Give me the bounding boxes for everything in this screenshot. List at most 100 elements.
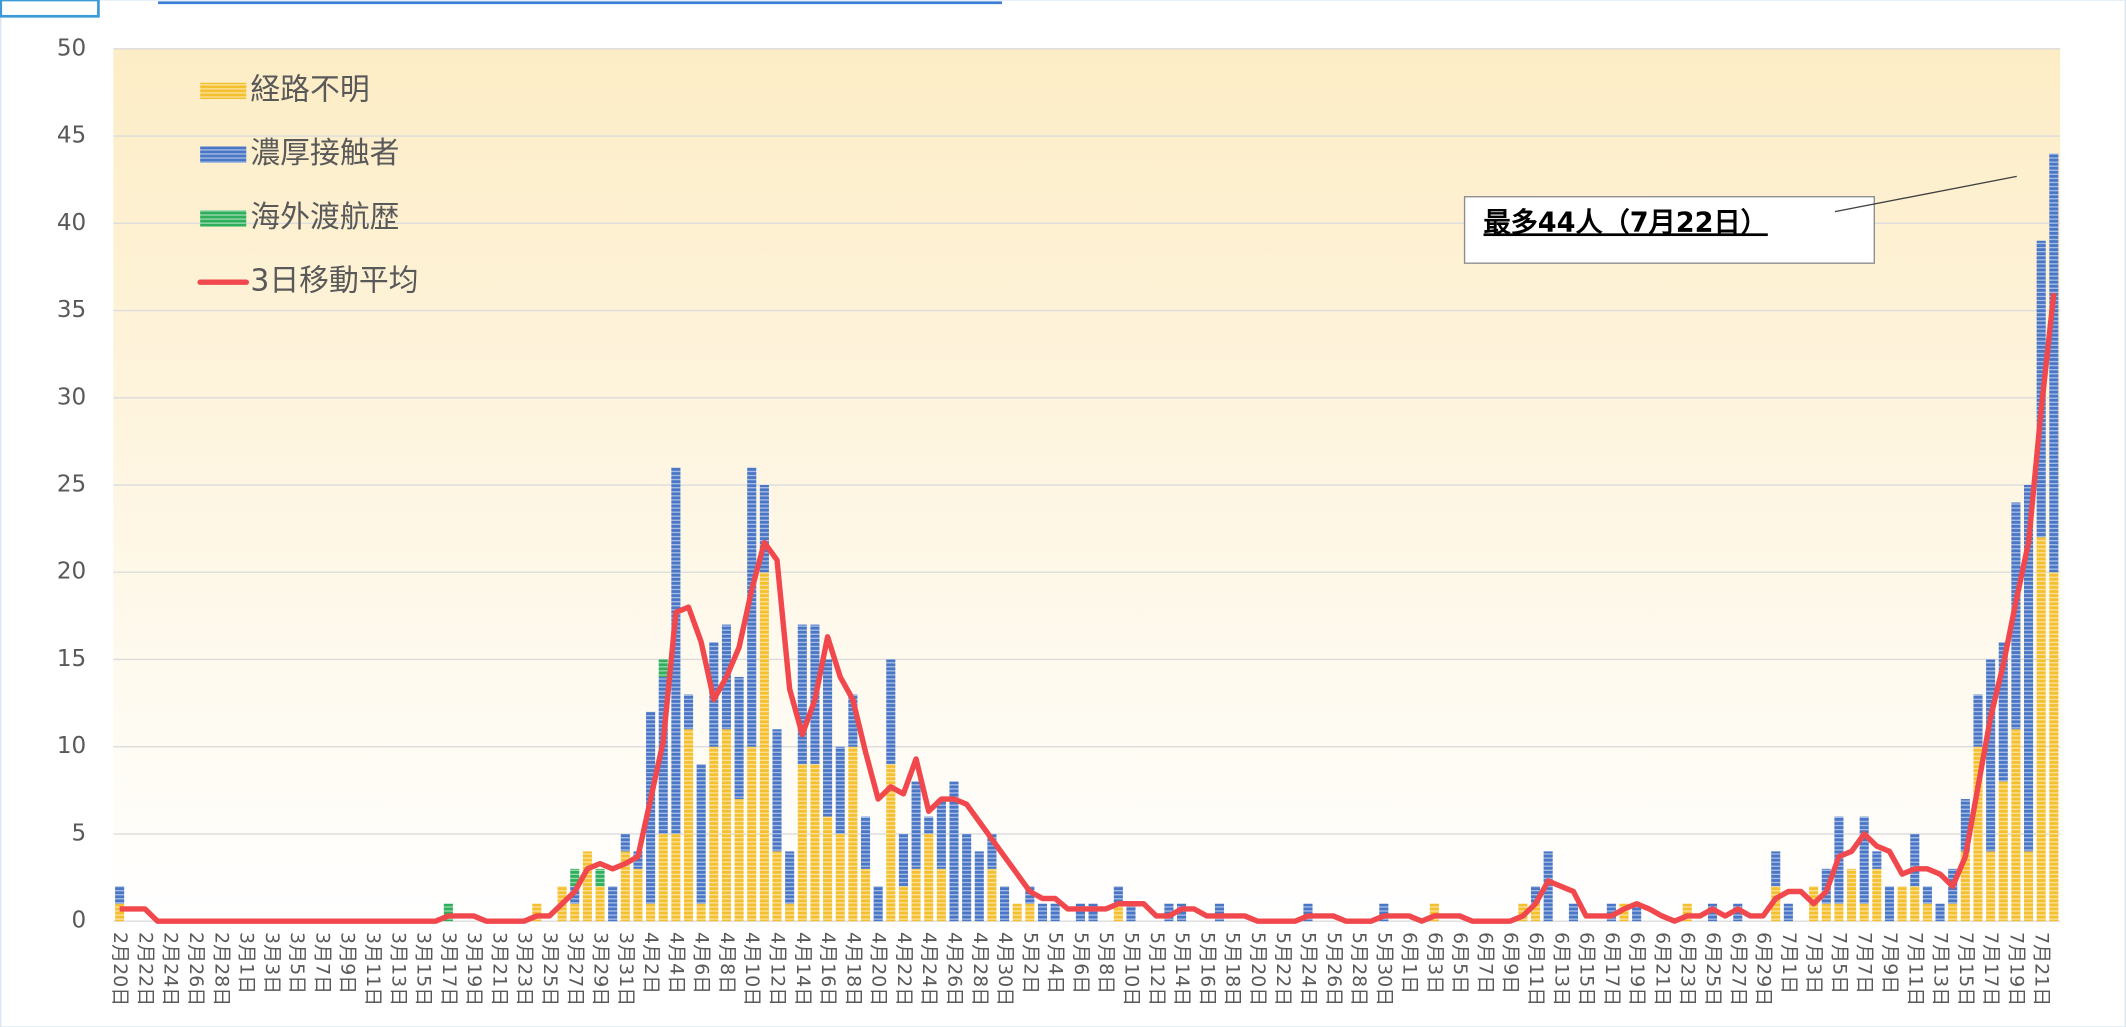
- bar-segment: [608, 886, 618, 922]
- bar-segment: [443, 903, 453, 922]
- bar-segment: [709, 746, 719, 922]
- bar-segment: [1859, 816, 1869, 904]
- bar-segment: [1037, 903, 1048, 922]
- y-tick-label: 40: [57, 210, 86, 236]
- x-tick-label: 3月23日: [514, 932, 536, 1006]
- bar-segment: [1960, 851, 1970, 922]
- bar-segment: [1025, 903, 1035, 922]
- x-tick-label: 7月21日: [2031, 932, 2053, 1006]
- x-tick-label: 5月28日: [1348, 932, 1370, 1006]
- x-tick-label: 6月5日: [1449, 932, 1471, 994]
- x-tick-label: 6月25日: [1702, 932, 1724, 1006]
- x-tick-label: 2月26日: [185, 932, 207, 1006]
- bar-segment: [1379, 903, 1389, 922]
- x-tick-label: 6月7日: [1474, 932, 1496, 994]
- x-tick-label: 3月15日: [413, 932, 435, 1006]
- x-tick-label: 6月13日: [1550, 932, 1572, 1006]
- bar-segment: [620, 833, 630, 852]
- bar-segment: [924, 816, 934, 834]
- bar-segment: [2011, 502, 2021, 730]
- bar-segment: [115, 886, 125, 904]
- x-tick-label: 5月24日: [1297, 932, 1319, 1006]
- bar-segment: [772, 729, 782, 852]
- bar-segment: [1606, 903, 1616, 922]
- bar-segment: [1429, 903, 1439, 922]
- bar-segment: [949, 781, 959, 922]
- bar-segment: [2036, 537, 2046, 922]
- bar-segment: [1177, 903, 1187, 922]
- bar-segment: [1000, 886, 1010, 922]
- bar-segment: [759, 485, 769, 573]
- bar-segment: [683, 729, 694, 922]
- x-tick-label: 6月21日: [1651, 932, 1673, 1006]
- x-tick-label: 5月20日: [1247, 932, 1269, 1006]
- bar-segment: [658, 659, 668, 677]
- bar-segment: [1872, 868, 1882, 922]
- bar-segment: [962, 833, 972, 922]
- x-tick-label: 2月24日: [160, 932, 182, 1006]
- bar-segment: [785, 851, 795, 904]
- x-tick-label: 6月11日: [1525, 932, 1547, 1006]
- y-tick-label: 0: [72, 908, 87, 934]
- bar-segment: [1872, 851, 1882, 869]
- x-tick-label: 4月8日: [716, 932, 738, 994]
- x-tick-label: 6月15日: [1576, 932, 1598, 1006]
- bar-segment: [1884, 886, 1895, 922]
- bar-segment: [595, 868, 605, 887]
- x-tick-label: 5月16日: [1196, 932, 1218, 1006]
- bar-segment: [1568, 903, 1578, 922]
- bar-segment: [1821, 903, 1831, 922]
- bar-segment: [696, 764, 706, 904]
- x-tick-label: 7月13日: [1930, 932, 1952, 1006]
- bar-segment: [785, 903, 795, 922]
- x-tick-label: 3月13日: [387, 932, 409, 1006]
- bar-segment: [1075, 903, 1085, 922]
- x-tick-label: 5月26日: [1323, 932, 1345, 1006]
- x-tick-label: 6月9日: [1500, 932, 1522, 994]
- x-tick-label: 4月14日: [792, 932, 814, 1006]
- x-tick-label: 4月16日: [817, 932, 839, 1006]
- bar-segment: [2049, 153, 2059, 573]
- bar-segment: [823, 659, 833, 817]
- bar-segment: [658, 676, 668, 834]
- bar-segment: [1682, 903, 1692, 922]
- bar-segment: [1847, 868, 1857, 922]
- x-tick-label: 7月7日: [1854, 932, 1876, 994]
- bar-segment: [2049, 572, 2059, 922]
- x-tick-label: 6月29日: [1753, 932, 1775, 1006]
- bar-segment: [747, 746, 757, 922]
- bar-segment: [1012, 903, 1022, 922]
- bar-segment: [924, 833, 934, 922]
- logo: [0, 0, 100, 18]
- bar-segment: [1164, 903, 1174, 922]
- legend-label: 海外渡航歴: [250, 200, 399, 235]
- x-tick-label: 4月10日: [741, 932, 763, 1006]
- bar-segment: [936, 799, 946, 869]
- bar-segment: [860, 868, 871, 922]
- x-tick-label: 5月18日: [1222, 932, 1244, 1006]
- x-tick-label: 3月27日: [564, 932, 586, 1006]
- bar-segment: [683, 694, 694, 730]
- x-tick-label: 4月28日: [969, 932, 991, 1006]
- bar-segment: [823, 816, 833, 922]
- bar-segment: [848, 746, 858, 922]
- bar-segment: [974, 851, 984, 922]
- bar-segment: [1088, 903, 1098, 922]
- bar-segment: [759, 572, 769, 922]
- bar-segment: [1214, 903, 1225, 922]
- annotation-box: [1463, 196, 1875, 264]
- y-tick-label: 45: [57, 123, 86, 149]
- x-tick-label: 6月1日: [1399, 932, 1421, 994]
- bar-segment: [898, 886, 908, 922]
- bar-segment: [747, 467, 757, 747]
- bar-segment: [1771, 851, 1781, 887]
- bar-segment: [1126, 903, 1136, 922]
- x-tick-label: 2月20日: [109, 932, 131, 1006]
- bar-segment: [570, 903, 580, 922]
- bar-segment: [1973, 746, 1983, 922]
- bar-segment: [646, 903, 656, 922]
- bar-segment: [860, 816, 871, 869]
- x-tick-label: 3月31日: [615, 932, 637, 1006]
- bar-segment: [1935, 903, 1945, 922]
